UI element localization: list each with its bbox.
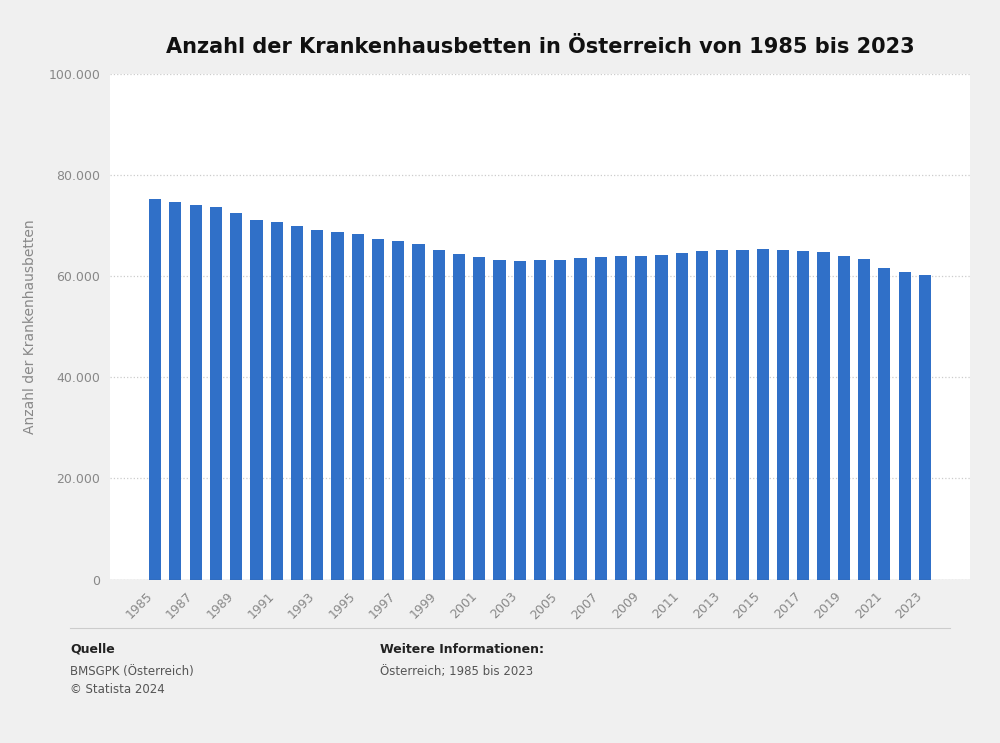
Bar [919,276,931,580]
Bar [534,260,546,580]
Y-axis label: Anzahl der Krankenhausbetten: Anzahl der Krankenhausbetten [23,220,37,434]
Bar [838,256,850,580]
Bar [250,220,263,580]
Bar [595,256,607,580]
Text: Weitere Informationen:: Weitere Informationen: [380,643,544,655]
Bar [372,239,384,580]
Bar [412,244,425,580]
Bar [149,198,161,580]
Bar [352,234,364,580]
Bar [757,249,769,580]
Text: BMSGPK (Österreich)
© Statista 2024: BMSGPK (Österreich) © Statista 2024 [70,665,194,696]
Bar [655,255,668,580]
Bar [169,201,181,580]
Bar [271,222,283,580]
Bar [676,253,688,580]
Bar [736,250,749,580]
Text: Österreich; 1985 bis 2023: Österreich; 1985 bis 2023 [380,665,533,678]
Bar [716,250,728,580]
Title: Anzahl der Krankenhausbetten in Österreich von 1985 bis 2023: Anzahl der Krankenhausbetten in Österrei… [166,37,914,57]
Text: Quelle: Quelle [70,643,115,655]
Bar [817,252,830,580]
Bar [210,207,222,580]
Bar [453,253,465,580]
Bar [615,256,627,580]
Bar [858,259,870,580]
Bar [899,273,911,580]
Bar [797,250,809,580]
Bar [635,256,647,580]
Bar [696,251,708,580]
Bar [777,250,789,580]
Bar [331,232,344,580]
Bar [554,260,566,580]
Bar [514,261,526,580]
Bar [878,267,890,580]
Bar [433,250,445,580]
Bar [493,260,506,580]
Bar [574,258,587,580]
Bar [190,204,202,580]
Bar [230,213,242,580]
Bar [311,230,323,580]
Bar [392,241,404,580]
Bar [473,257,485,580]
Bar [291,227,303,580]
